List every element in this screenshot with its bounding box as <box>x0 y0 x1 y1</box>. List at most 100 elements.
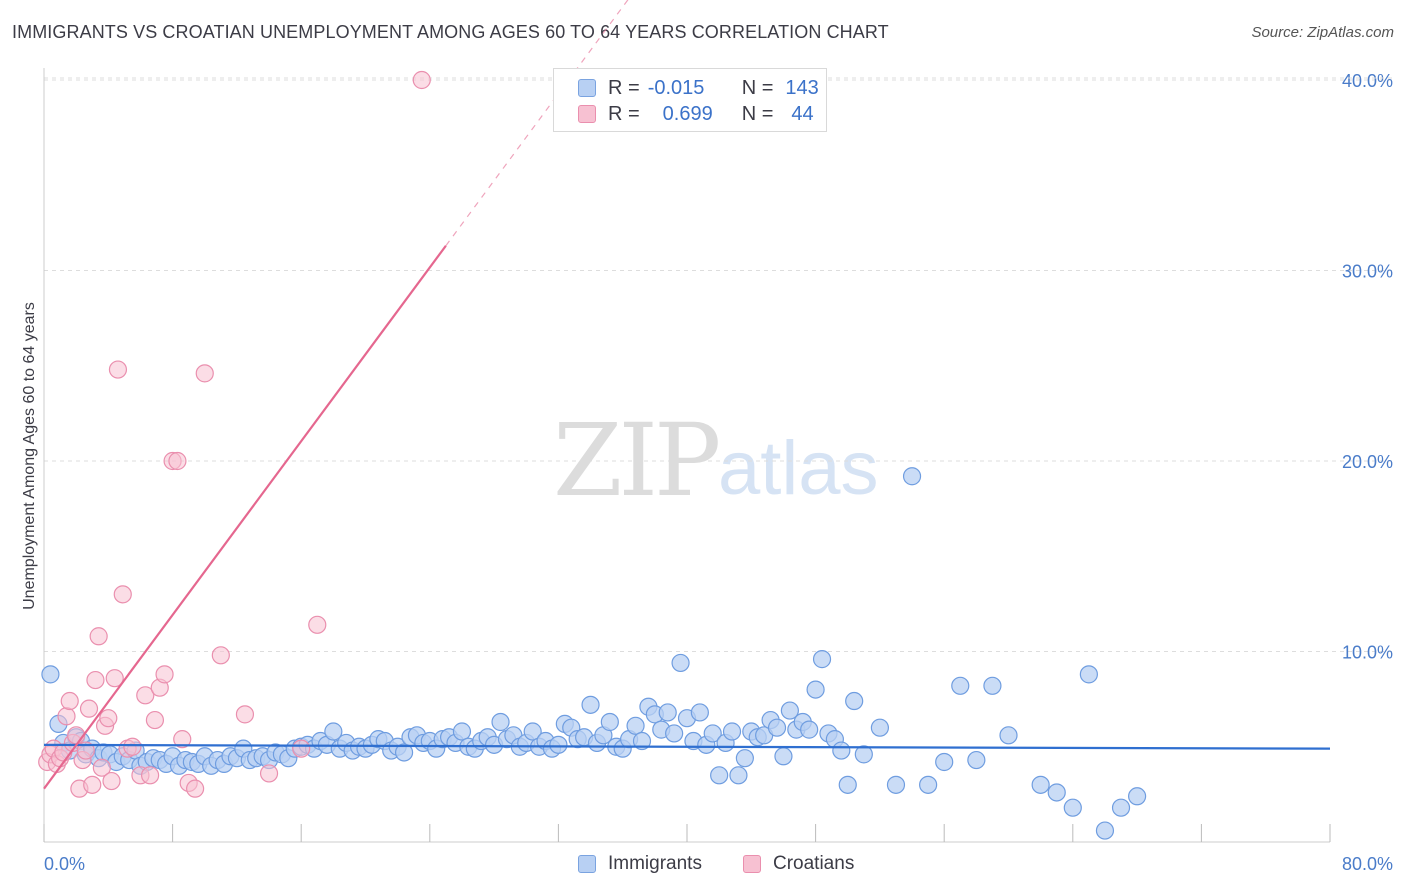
immigrants-point <box>658 703 677 722</box>
croatians-point <box>259 764 279 783</box>
immigrants-point <box>710 766 729 785</box>
croatians-point <box>308 615 327 634</box>
immigrants-point <box>800 720 819 739</box>
croatians-point <box>113 585 132 604</box>
y-tick-label: 40.0% <box>1342 71 1393 91</box>
croatians-point <box>173 730 192 749</box>
bottom-immigrants-label: Immigrants <box>608 853 702 874</box>
immigrants-point <box>626 716 645 735</box>
immigrants-point <box>886 775 906 794</box>
bottom-croatians-swatch <box>743 855 761 873</box>
immigrants-point <box>632 731 652 751</box>
immigrants-point <box>671 653 690 673</box>
croatians-point <box>136 686 155 705</box>
immigrants-point <box>690 703 709 722</box>
bottom-legend-croatians: Croatians <box>743 852 854 876</box>
croatians-point <box>140 766 160 785</box>
immigrants-point <box>581 695 600 714</box>
legend-r-label-immigrants: R = <box>608 76 640 99</box>
immigrants-point <box>767 718 787 737</box>
immigrants-point <box>665 724 684 743</box>
source-label: Source: ZipAtlas.com <box>1251 24 1394 41</box>
croatians-point <box>86 670 105 690</box>
croatians-point <box>145 710 165 730</box>
croatians-point <box>412 70 431 90</box>
immigrants-point <box>394 743 414 762</box>
immigrants-point <box>491 712 510 732</box>
immigrants-point <box>1095 821 1115 840</box>
immigrants-point <box>703 724 722 743</box>
immigrants-point <box>1047 783 1066 802</box>
croatians-r-value: 0.699 <box>662 102 713 125</box>
immigrants-point <box>870 718 890 737</box>
immigrants-point <box>1031 775 1050 794</box>
y-tick-label: 20.0% <box>1342 452 1393 472</box>
chart-title: IMMIGRANTS VS CROATIAN UNEMPLOYMENT AMON… <box>12 22 889 42</box>
croatians-point <box>105 669 124 688</box>
immigrants-point <box>999 726 1018 745</box>
immigrants-point <box>902 467 922 486</box>
legend-n-label-croatians: N = <box>741 102 774 125</box>
croatians-point <box>211 646 230 665</box>
croatians-swatch <box>578 105 596 123</box>
croatians-point <box>57 707 76 726</box>
immigrants-point <box>549 735 568 754</box>
bottom-immigrants-swatch <box>578 855 596 873</box>
immigrants-point <box>523 722 542 741</box>
immigrants-point <box>854 745 873 764</box>
immigrants-point <box>780 701 799 720</box>
immigrants-point <box>838 775 857 794</box>
immigrants-point <box>1127 787 1147 806</box>
immigrants-point <box>722 722 742 741</box>
immigrants-point <box>919 775 938 794</box>
immigrants-point <box>774 747 793 766</box>
croatians-point <box>60 691 79 711</box>
immigrants-point <box>983 676 1002 695</box>
y-tick-label: 30.0% <box>1342 262 1393 282</box>
croatians-n-value: 44 <box>791 102 814 125</box>
immigrants-point <box>735 749 754 768</box>
immigrants-point <box>935 752 954 772</box>
immigrants-point <box>324 722 343 741</box>
croatians-point <box>235 705 255 724</box>
immigrants-point <box>951 676 970 695</box>
x-tick-label-min: 0.0% <box>44 854 85 874</box>
immigrants-point <box>1111 798 1131 817</box>
croatians-point <box>67 726 86 745</box>
immigrants-swatch <box>578 79 596 97</box>
immigrants-point <box>806 680 825 699</box>
immigrants-trend-line <box>43 743 1331 750</box>
immigrants-point <box>1063 798 1082 817</box>
immigrants-point <box>600 712 619 732</box>
croatians-point <box>92 758 111 777</box>
immigrants-point <box>967 750 986 770</box>
croatians-point <box>76 741 95 760</box>
immigrants-n-value: 143 <box>785 76 819 99</box>
croatians-point <box>168 451 187 471</box>
legend-row-croatians: R = 0.699 N = 44 <box>578 102 814 126</box>
watermark-atlas: atlas <box>718 426 879 511</box>
immigrants-point <box>845 691 864 711</box>
croatians-point <box>79 699 99 718</box>
croatians-point <box>155 665 174 684</box>
correlation-legend: R = -0.015 N = 143 R = 0.699 N = 44 <box>553 68 827 132</box>
immigrants-r-value: -0.015 <box>647 76 705 99</box>
y-tick-label: 10.0% <box>1342 643 1393 663</box>
immigrants-point <box>41 665 60 684</box>
croatians-point <box>123 737 142 756</box>
immigrants-point <box>452 722 472 741</box>
croatians-point <box>83 775 102 794</box>
bottom-croatians-label: Croatians <box>773 853 855 874</box>
croatians-point <box>195 364 214 383</box>
croatians-trend-line <box>43 245 447 790</box>
legend-n-label-immigrants: N = <box>741 76 774 99</box>
immigrants-point <box>832 741 851 760</box>
immigrants-point <box>812 650 832 669</box>
legend-r-label-croatians: R = <box>608 102 640 125</box>
bottom-legend-immigrants: Immigrants <box>578 852 702 876</box>
legend-row-immigrants: R = -0.015 N = 143 <box>578 76 819 100</box>
croatians-point <box>292 739 311 758</box>
croatians-point <box>108 360 128 379</box>
croatians-point <box>89 627 108 646</box>
